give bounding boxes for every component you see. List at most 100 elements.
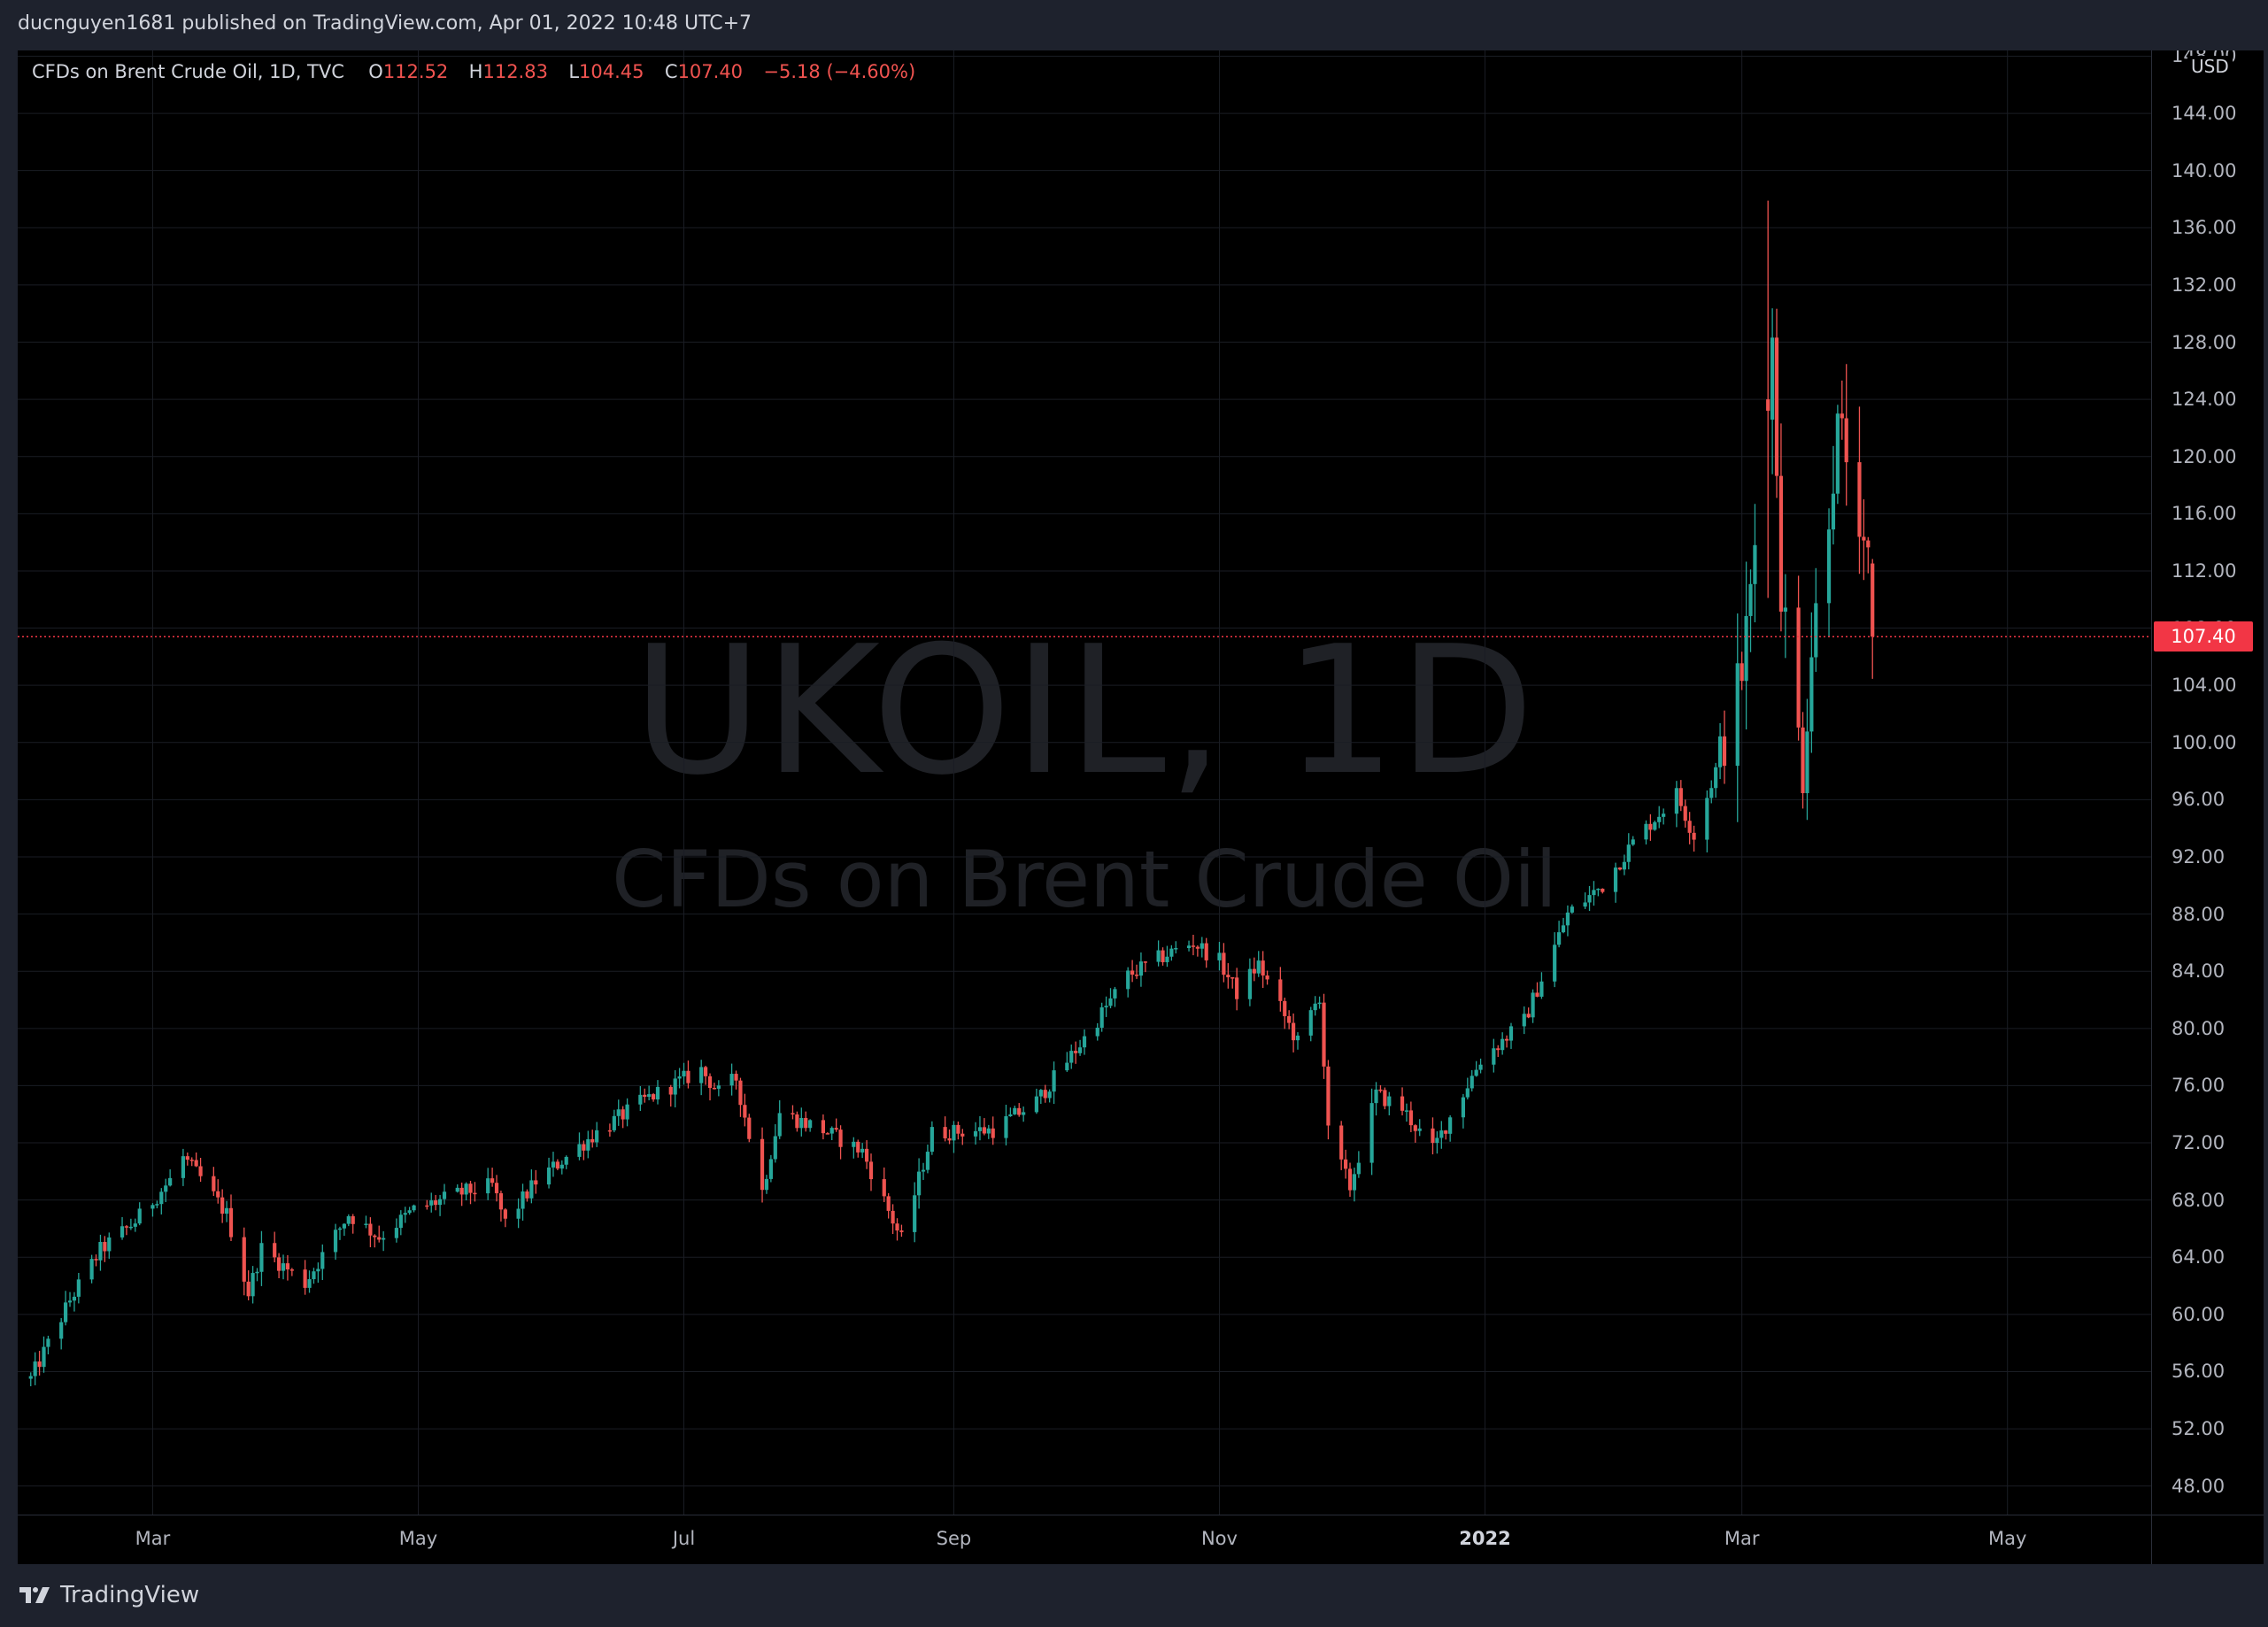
candle-up <box>137 1202 142 1226</box>
candle-body <box>1613 867 1618 892</box>
candle-down <box>1230 976 1235 989</box>
candle-body <box>1770 337 1775 420</box>
candle-up <box>1561 917 1566 934</box>
candle-body <box>1191 945 1196 947</box>
candle-up <box>952 1121 956 1153</box>
candle-body <box>1256 960 1261 974</box>
candle-up <box>1174 941 1178 954</box>
candle-body <box>1004 1116 1008 1138</box>
candlestick-chart[interactable] <box>18 50 2151 1515</box>
candle-body <box>651 1094 656 1099</box>
candle-body <box>59 1322 64 1339</box>
candle-down <box>686 1060 690 1089</box>
candle-body <box>434 1200 438 1206</box>
candle-body <box>1644 823 1648 840</box>
candle-body <box>1113 989 1117 999</box>
candle-up <box>616 1099 621 1126</box>
candle-down <box>425 1199 429 1210</box>
candle-body <box>808 1120 813 1129</box>
candle-down <box>303 1260 307 1295</box>
candle-body <box>1143 961 1147 963</box>
candle-up <box>307 1270 312 1293</box>
candle-up <box>89 1254 94 1284</box>
candle-body <box>1352 1174 1357 1191</box>
candle-body <box>590 1138 595 1143</box>
candle-body <box>1174 948 1178 950</box>
candle-down <box>1774 308 1779 498</box>
price-axis[interactable]: 48.00 52.00 56.00 60.00 64.00 68.00 72.00 76.00… <box>2151 50 2264 1515</box>
candle-body <box>28 1376 33 1379</box>
candle-body <box>1047 1091 1052 1099</box>
time-tick: Mar <box>135 1528 171 1549</box>
candle-up <box>1104 996 1108 1017</box>
candle-body <box>1235 977 1239 999</box>
candle-down <box>956 1122 960 1140</box>
candle-up <box>1186 940 1192 952</box>
candle-up <box>59 1318 64 1350</box>
chart-pane[interactable]: UKOIL, 1D CFDs on Brent Crude Oil CFDs o… <box>18 50 2151 1515</box>
candle-down <box>1134 964 1139 979</box>
candle-down <box>1431 1117 1435 1155</box>
candle-up <box>1653 820 1657 831</box>
candle-body <box>1866 540 1871 548</box>
candle-up <box>464 1182 468 1201</box>
candle-down <box>1235 968 1239 1011</box>
candle-down <box>124 1224 129 1236</box>
candle-up <box>168 1168 173 1187</box>
candle-body <box>42 1346 46 1368</box>
candle-up <box>913 1182 917 1243</box>
candle-up <box>647 1085 652 1100</box>
candle-body <box>498 1193 504 1210</box>
candle-body <box>1287 1015 1292 1023</box>
time-axis[interactable]: Mar May Jul Sep Nov 2022 Mar May <box>18 1515 2151 1565</box>
candle-body <box>799 1117 804 1129</box>
candle-body <box>699 1067 704 1083</box>
candle-down <box>1326 1060 1331 1140</box>
candle-down <box>707 1073 713 1101</box>
tradingview-brand[interactable]: TradingView <box>18 1582 199 1608</box>
candle-up <box>1022 1107 1026 1122</box>
candle-down <box>37 1351 42 1376</box>
candle-up <box>1069 1044 1074 1069</box>
candle-body <box>886 1196 891 1211</box>
candle-up <box>768 1154 773 1183</box>
candle-body <box>1461 1097 1465 1118</box>
candle-down <box>1857 406 1862 574</box>
candle-body <box>1840 413 1844 419</box>
candle-up <box>120 1216 125 1240</box>
candle-up <box>1108 988 1113 1009</box>
candle-body <box>529 1180 534 1199</box>
candle-up <box>316 1262 320 1284</box>
candle-down <box>1378 1084 1383 1093</box>
candle-body <box>459 1187 464 1195</box>
candle-body <box>1435 1137 1439 1144</box>
candle-up <box>64 1291 68 1326</box>
candle-body <box>33 1361 37 1376</box>
candle-body <box>1587 895 1592 903</box>
candle-body <box>1387 1096 1392 1107</box>
candle-up <box>337 1226 343 1240</box>
candle-body <box>364 1223 368 1225</box>
candle-body <box>64 1302 68 1322</box>
candle-body <box>1069 1051 1074 1063</box>
candle-body <box>795 1114 799 1129</box>
candle-body <box>1796 607 1801 728</box>
candle-body <box>707 1076 713 1088</box>
candle-body <box>1383 1090 1387 1107</box>
candle-up <box>977 1115 983 1141</box>
candle-body <box>1013 1107 1017 1114</box>
candle-body <box>607 1130 612 1132</box>
candle-down <box>555 1159 559 1170</box>
candle-up <box>1099 1002 1104 1032</box>
candle-body <box>1657 816 1662 822</box>
candle-down <box>621 1106 625 1129</box>
candle-body <box>1226 975 1230 978</box>
legend-close-label: C <box>664 61 678 82</box>
candle-down <box>1287 1010 1292 1029</box>
price-tick: 100.00 <box>2172 731 2237 753</box>
candle-body <box>337 1228 343 1230</box>
candle-body <box>164 1185 168 1192</box>
price-tick: 48.00 <box>2172 1475 2226 1497</box>
candle-up <box>1461 1093 1465 1129</box>
candle-body <box>551 1161 556 1168</box>
